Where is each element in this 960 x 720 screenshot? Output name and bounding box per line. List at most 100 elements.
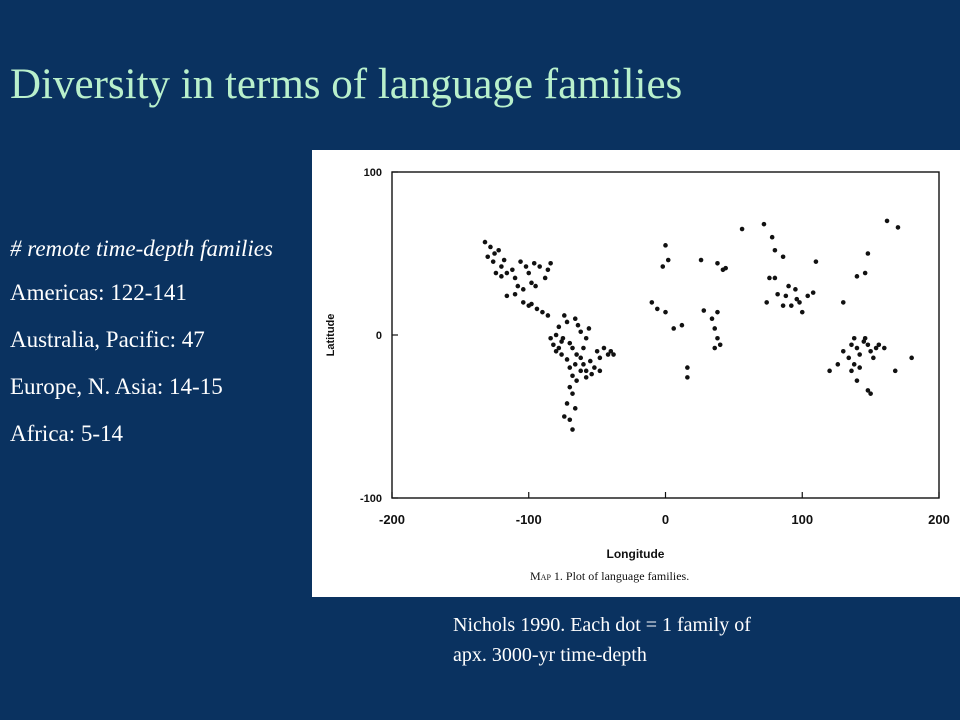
language-family-map-figure: -200 -100 0 100 200 100 0 -100 Latitude Longitude… (312, 150, 960, 597)
data-point (562, 313, 567, 318)
data-point (601, 345, 607, 351)
y-tick-label: -100 (360, 493, 382, 505)
data-point (797, 300, 802, 305)
caption-prefix: Map 1. (530, 569, 566, 583)
data-point (868, 349, 873, 354)
caption-text: Plot of language families. (566, 569, 689, 583)
data-point (780, 254, 786, 260)
data-point (786, 283, 791, 289)
data-point (793, 287, 798, 292)
data-point (794, 296, 800, 302)
data-point (490, 259, 496, 264)
data-point (597, 368, 603, 374)
data-point (835, 362, 841, 367)
data-point (608, 349, 614, 354)
y-tick-label: 100 (364, 167, 382, 179)
data-point (529, 301, 534, 307)
data-point (512, 291, 518, 297)
data-point (574, 352, 579, 357)
data-point (849, 368, 854, 374)
data-point (531, 260, 537, 266)
slide-title: Diversity in terms of language families (10, 61, 683, 108)
family-counts-panel: # remote time-depth families Americas: 1… (10, 232, 310, 466)
data-point (871, 355, 876, 361)
data-point (551, 342, 556, 348)
data-point (501, 257, 507, 263)
data-point (813, 259, 819, 264)
data-point (769, 234, 775, 240)
data-point (712, 345, 718, 351)
family-counts-heading: # remote time-depth families (10, 236, 273, 261)
data-point (685, 365, 690, 370)
data-point (895, 225, 901, 230)
data-point (583, 368, 589, 374)
data-point (660, 264, 666, 269)
data-point (663, 243, 668, 248)
data-point (709, 316, 715, 321)
data-point (485, 254, 491, 260)
data-point (583, 335, 589, 341)
data-point (764, 300, 769, 305)
data-point (572, 406, 578, 411)
data-point (553, 349, 559, 354)
x-axis-label: Longitude (607, 547, 665, 561)
data-point (570, 345, 575, 351)
data-point (865, 388, 871, 393)
data-point (775, 291, 780, 297)
data-point (534, 306, 540, 312)
plot-frame (391, 171, 940, 499)
x-tick-label: -200 (379, 512, 405, 527)
data-point (499, 274, 504, 279)
data-point (868, 391, 873, 396)
data-point (846, 355, 852, 361)
data-point (562, 414, 567, 419)
data-point (559, 352, 564, 357)
data-point (572, 316, 578, 321)
data-point (512, 275, 518, 281)
data-point (862, 270, 868, 276)
data-point (589, 371, 594, 377)
data-point (545, 313, 551, 318)
data-point (715, 309, 720, 315)
data-point (717, 342, 723, 348)
data-point (510, 267, 515, 273)
data-point (488, 244, 493, 250)
data-point (570, 391, 575, 396)
data-point (540, 309, 545, 315)
x-tick-label: 200 (928, 512, 950, 527)
data-point (827, 368, 832, 374)
data-point (605, 352, 611, 357)
data-point (553, 332, 559, 338)
data-point (499, 264, 504, 269)
data-point (849, 342, 854, 348)
data-point (873, 345, 879, 351)
data-point (559, 339, 564, 344)
count-americas: Americas: 122-141 (10, 280, 187, 305)
data-point (854, 378, 860, 383)
y-tick-label: 0 (376, 330, 382, 342)
data-point (493, 270, 499, 276)
data-point (523, 264, 529, 269)
x-tick-label: -100 (516, 512, 542, 527)
data-point (698, 257, 704, 263)
data-point (654, 306, 660, 312)
data-point (909, 355, 914, 361)
y-axis-label: Latitude (325, 314, 337, 357)
data-point (537, 264, 542, 269)
data-point (851, 335, 857, 341)
data-point (567, 365, 573, 370)
data-point (518, 259, 523, 264)
data-point (663, 309, 668, 315)
data-point (520, 287, 526, 292)
data-point (581, 345, 586, 351)
data-point (587, 358, 593, 364)
data-point (805, 293, 811, 299)
caption-line-2: apx. 3000-yr time-depth (453, 644, 647, 666)
data-point (865, 342, 871, 348)
data-point (574, 378, 579, 383)
data-point (671, 326, 677, 331)
x-tick-label: 100 (791, 512, 813, 527)
data-point (581, 362, 586, 367)
data-point (882, 345, 887, 351)
data-point (578, 329, 584, 335)
